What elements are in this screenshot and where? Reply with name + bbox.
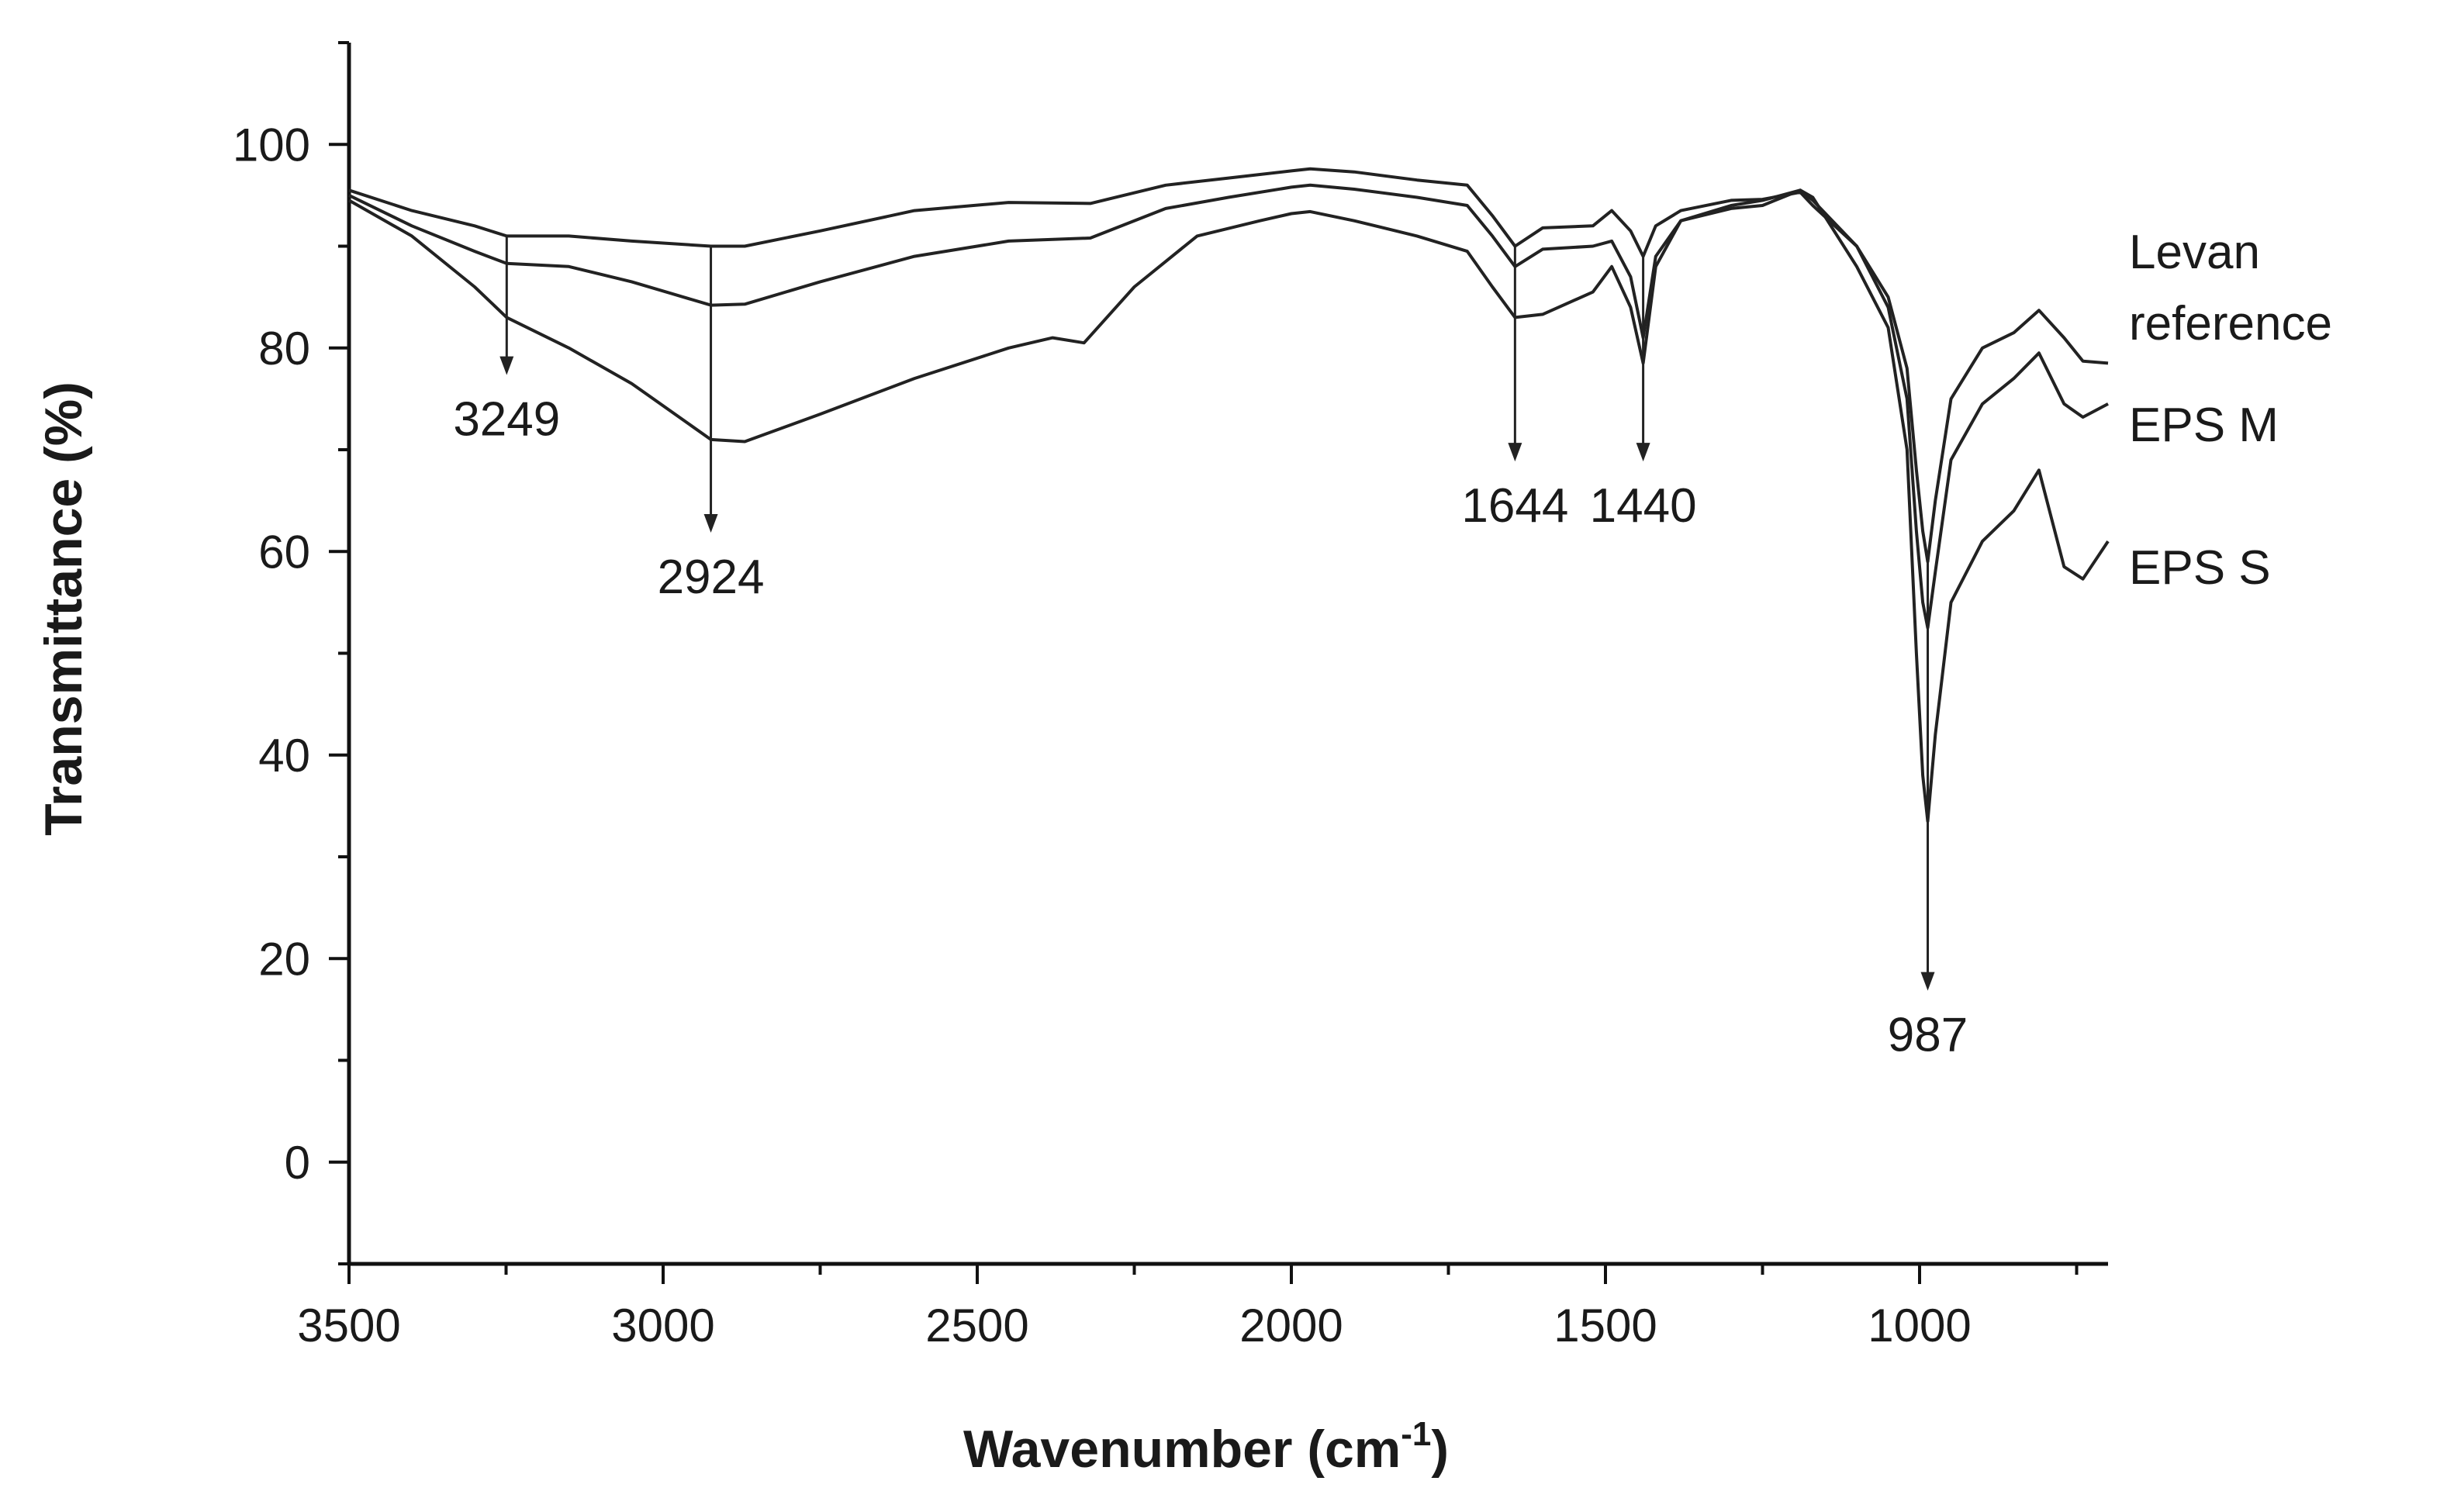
x-tick-label: 1500 xyxy=(1554,1300,1657,1351)
x-tick-label: 3000 xyxy=(611,1300,714,1351)
legend: Levan reference EPS M EPS S xyxy=(2129,226,2332,595)
annotation-label: 1440 xyxy=(1590,479,1697,533)
y-tick-label: 40 xyxy=(258,730,310,782)
legend-label-2: EPS M xyxy=(2129,399,2279,452)
series-line-1 xyxy=(348,167,2109,564)
legend-label-3: EPS S xyxy=(2129,541,2271,595)
x-tick-label: 1000 xyxy=(1868,1300,1971,1351)
peak-annotations: 3249 2924 1644 1440 987 xyxy=(453,236,1968,1062)
x-axis-title: Wavenumber (cm-1) xyxy=(963,1415,1449,1479)
x-tick-label: 2000 xyxy=(1239,1300,1343,1351)
series-line-2 xyxy=(348,183,2109,630)
annotation-arrow-head xyxy=(1508,443,1522,462)
y-tick-label: 0 xyxy=(285,1137,310,1189)
annotation-arrow-head xyxy=(703,514,718,533)
annotation-label: 2924 xyxy=(658,551,765,604)
y-tick-label: 60 xyxy=(258,526,310,578)
annotation-label: 987 xyxy=(1888,1009,1968,1062)
annotation-arrow-head xyxy=(1636,443,1650,462)
y-tick-label: 100 xyxy=(233,119,310,171)
annotation-label: 1644 xyxy=(1461,479,1568,533)
axes xyxy=(347,43,2108,1266)
x-tick-label: 2500 xyxy=(925,1300,1028,1351)
legend-label-1: Levan xyxy=(2129,226,2260,279)
annotation-arrow-head xyxy=(1920,972,1935,991)
series-line-3 xyxy=(348,188,2110,823)
x-tick-label: 3500 xyxy=(297,1300,400,1351)
y-axis-title: Transmittance (%) xyxy=(34,381,93,836)
annotation-arrow-head xyxy=(499,356,514,375)
y-tick-label: 20 xyxy=(258,933,310,985)
ticks: 3500 3000 2500 2000 1500 1000 0 20 40 60 80 100 xyxy=(233,41,2079,1351)
y-tick-label: 80 xyxy=(258,323,310,375)
legend-label-1: reference xyxy=(2129,297,2332,350)
annotation-label: 3249 xyxy=(453,393,560,447)
series-lines xyxy=(348,167,2110,823)
